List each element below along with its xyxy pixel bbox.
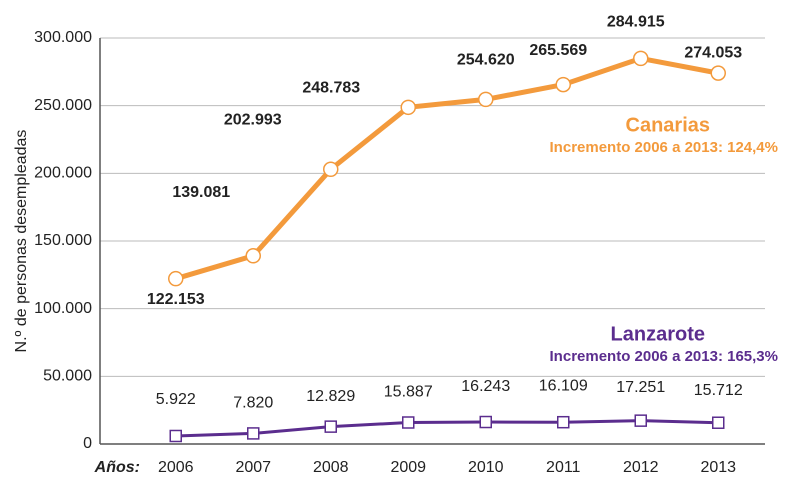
marker [557,415,570,429]
data-label: 202.993 [224,112,282,129]
data-label: 284.915 [607,14,665,31]
y-tick-label: 200.000 [34,165,92,182]
data-label: 265.569 [529,42,587,59]
x-tick-label: 2006 [158,459,194,476]
data-label: 5.922 [156,391,196,408]
y-tick-label: 250.000 [34,97,92,114]
data-label: 122.153 [147,291,205,308]
marker [324,420,337,433]
marker [402,416,415,429]
y-tick-label: 50.000 [43,368,92,385]
marker [479,415,492,429]
y-tick-label: 150.000 [34,232,92,249]
marker [323,161,339,178]
marker [400,99,416,116]
marker [555,76,571,93]
data-label: 274.053 [684,44,742,61]
x-axis-label: Años: [94,459,140,476]
data-label: 248.783 [302,80,360,97]
y-tick-label: 100.000 [34,300,92,317]
data-label: 12.829 [306,388,355,405]
data-label: 17.251 [616,379,665,396]
x-tick-label: 2010 [468,459,504,476]
y-axis-label: N.º de personas desempleadas [13,130,30,353]
data-label: 254.620 [457,52,515,69]
series-name: Canarias [626,114,711,136]
data-label: 139.081 [172,184,230,201]
y-tick-label: 0 [83,435,92,452]
data-label: 7.820 [233,395,273,412]
x-tick-label: 2007 [235,459,271,476]
data-label: 16.109 [539,377,588,394]
marker [633,50,649,67]
data-label: 15.712 [694,382,743,399]
series-line [175,55,719,282]
marker [168,270,184,287]
x-tick-label: 2009 [390,459,426,476]
series-line [175,419,719,438]
annotation: Incremento 2006 a 2013: 124,4% [550,139,778,156]
x-tick-label: 2008 [313,459,349,476]
marker [634,414,647,427]
marker [710,65,726,81]
data-label: 16.243 [461,378,510,395]
marker [247,427,260,440]
data-label: 15.887 [384,384,433,401]
x-tick-label: 2011 [546,459,581,476]
series-name: Lanzarote [611,323,705,345]
x-tick-label: 2012 [623,459,659,476]
marker [245,248,261,264]
marker [169,429,182,443]
y-tick-label: 300.000 [34,29,92,46]
marker [478,91,494,108]
x-tick-label: 2013 [700,459,736,476]
marker [712,416,725,429]
annotation: Incremento 2006 a 2013: 165,3% [550,348,778,365]
